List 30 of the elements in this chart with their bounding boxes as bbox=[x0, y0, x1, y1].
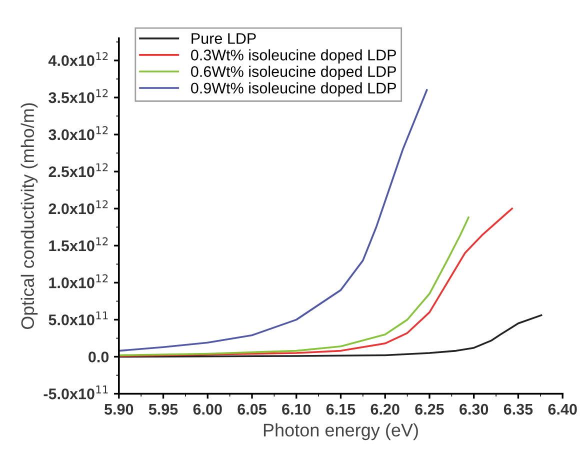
x-tick-label: 6.15 bbox=[326, 404, 356, 415]
y-tick-label: 4.0x10$^{12}$ bbox=[48, 52, 108, 66]
y-tick-label: 1.5x10$^{12}$ bbox=[49, 237, 108, 252]
x-tick-label: 6.40 bbox=[548, 404, 577, 415]
x-tick-label: 6.35 bbox=[504, 404, 533, 415]
y-tick-label: 5.0x10$^{11}$ bbox=[48, 311, 108, 326]
x-tick-label: 6.30 bbox=[460, 404, 488, 415]
legend-label: 0.9Wt% isoleucine doped LDP bbox=[191, 82, 396, 97]
x-tick-label: 6.25 bbox=[415, 404, 444, 415]
y-tick-label: 2.5x10$^{12}$ bbox=[48, 163, 108, 178]
legend-label: 0.3Wt% isoleucine doped LDP bbox=[191, 49, 396, 64]
y-tick-label: 2.0x10$^{12}$ bbox=[48, 200, 108, 214]
line-series bbox=[118, 216, 470, 356]
legend-label: 0.6Wt% isoleucine doped LDP bbox=[191, 66, 396, 80]
x-tick-label: 5.90 bbox=[104, 404, 134, 415]
y-tick-label: 0.0 bbox=[88, 352, 109, 362]
x-tick-label: 6.10 bbox=[282, 404, 311, 415]
legend-label: Pure LDP bbox=[192, 33, 256, 44]
y-tick-label: 3.0x10$^{12}$ bbox=[48, 126, 108, 140]
line-series bbox=[118, 208, 513, 357]
x-tick-label: 6.05 bbox=[238, 404, 266, 415]
y-tick-label: -5.0x10$^{11}$ bbox=[44, 386, 108, 400]
x-tick-label: 5.95 bbox=[148, 404, 178, 415]
line-series bbox=[118, 314, 542, 358]
y-axis-title: Optical conductivity (mho/m) bbox=[20, 103, 38, 330]
x-tick-label: 6.20 bbox=[370, 404, 400, 415]
x-tick-label: 6.00 bbox=[193, 404, 222, 415]
x-axis-title: Photon energy (eV) bbox=[264, 423, 418, 440]
y-tick-label: 3.5x10$^{12}$ bbox=[48, 89, 108, 104]
y-tick-label: 1.0x10$^{12}$ bbox=[49, 274, 108, 288]
